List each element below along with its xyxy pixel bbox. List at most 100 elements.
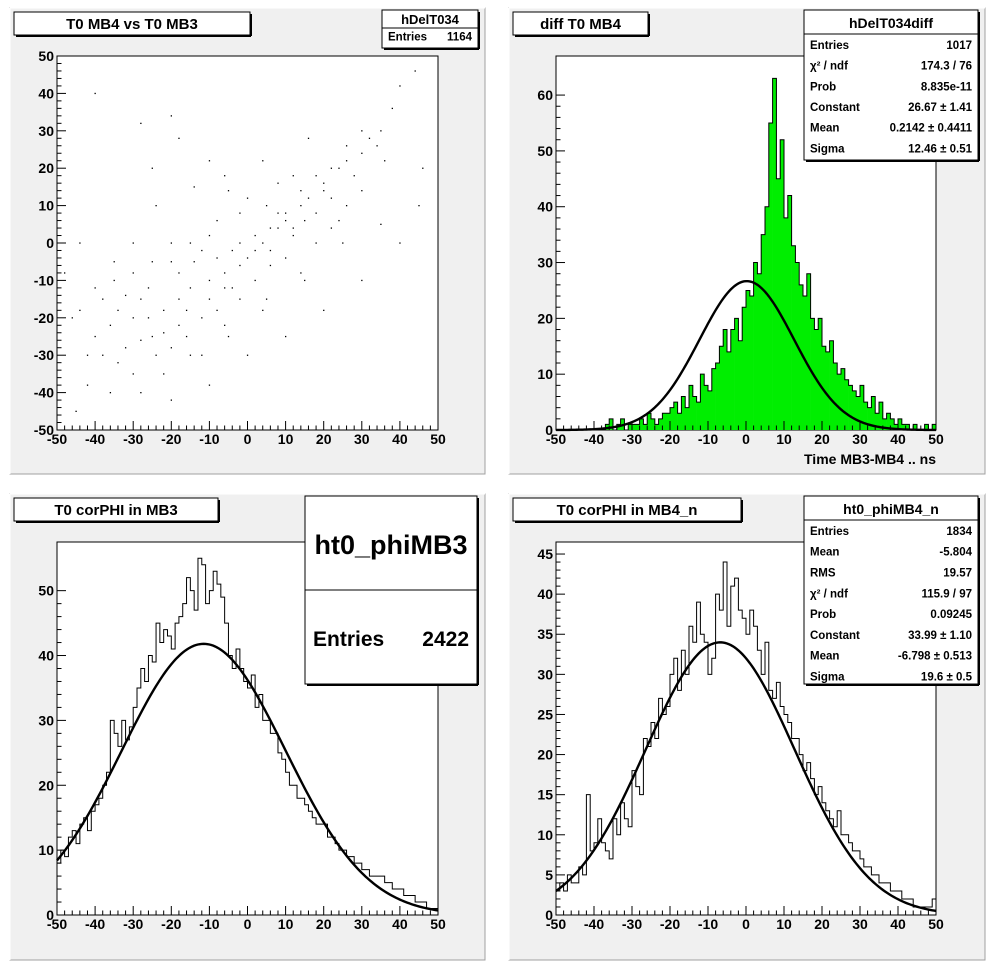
x-tick-label: 40 [392, 916, 408, 932]
scatter-point [254, 249, 256, 252]
stats-value: -6.798 ± 0.513 [898, 651, 972, 663]
scatter-point [170, 261, 172, 263]
histogram-bar [841, 368, 846, 430]
histogram-bar [662, 413, 667, 430]
stats-label: RMS [810, 568, 836, 580]
scatter-point [140, 298, 142, 300]
stats-box: ht0_phiMB4_n Entries 1834 Mean -5.804 RMS 19.5… [803, 495, 980, 686]
x-tick-label: 20 [814, 431, 830, 447]
stats-value: 115.9 / 97 [921, 588, 972, 600]
scatter-point [151, 167, 153, 169]
histogram-bar [898, 418, 903, 430]
x-tick-label: -40 [85, 431, 105, 447]
scatter-point [262, 242, 264, 244]
histogram-bar [738, 340, 743, 430]
scatter-point [201, 249, 203, 252]
histogram-bar [901, 424, 906, 430]
scatter-point [323, 182, 325, 184]
x-tick-label: 20 [316, 431, 332, 447]
scatter-point [124, 347, 127, 349]
scatter-point [285, 257, 287, 259]
chart-title: T0 corPHI in MB4_n [557, 502, 698, 519]
gaussian-fit-curve [555, 641, 937, 913]
x-tick-label: 50 [928, 916, 944, 932]
y-tick-label: 0 [545, 907, 553, 923]
scatter-point [147, 287, 150, 289]
scatter-point [86, 384, 89, 386]
histogram-bar [848, 385, 853, 430]
y-tick-label: -50 [34, 422, 54, 438]
scatter-point [307, 137, 310, 139]
histogram-bar [863, 402, 868, 430]
y-tick-label: 40 [537, 199, 553, 215]
y-tick-label: 10 [38, 198, 54, 214]
scatter-point [239, 298, 241, 300]
scatter-point [140, 392, 142, 394]
scatter-point [178, 298, 180, 300]
scatter-point [300, 205, 302, 207]
scatter-point [277, 227, 279, 229]
histogram-bar [753, 262, 758, 430]
scatter-point [224, 272, 226, 274]
x-tick-label: -30 [622, 431, 642, 447]
histogram-bar [879, 402, 884, 430]
histogram-bar [723, 329, 728, 430]
scatter-point [315, 242, 317, 244]
y-tick-label: -20 [34, 310, 54, 326]
scatter-point [246, 197, 249, 199]
histogram-bar [844, 379, 849, 430]
scatter-point [269, 227, 272, 229]
histogram-bar [730, 329, 735, 430]
stats-value: 174.3 / 76 [921, 61, 972, 73]
scatter-point [151, 335, 153, 338]
stats-value: 0.2142 ± 0.4411 [890, 123, 973, 135]
x-tick-label: 50 [430, 916, 446, 932]
y-tick-label: -40 [34, 385, 54, 401]
histogram-bar [787, 195, 792, 430]
scatter-point [94, 92, 96, 95]
stats-label: Entries [388, 32, 427, 44]
scatter-point [102, 298, 104, 300]
histogram-outline [555, 561, 937, 915]
histogram-bar [692, 396, 697, 430]
scatter-point [170, 242, 172, 244]
histogram-bar [924, 424, 929, 430]
stats-value: -5.804 [939, 547, 972, 559]
histogram-bar [822, 346, 827, 430]
scatter-point [330, 197, 333, 199]
histogram-bar [890, 418, 895, 430]
histogram-bar [715, 363, 720, 430]
x-tick-label: 40 [890, 431, 906, 447]
histogram-bar [639, 418, 644, 430]
x-tick-label: 50 [430, 431, 446, 447]
gaussian-fit-curve [56, 642, 439, 912]
scatter-point [292, 227, 294, 229]
scatter-point [185, 309, 188, 312]
scatter-point [239, 212, 241, 214]
scatter-point [269, 249, 272, 252]
scatter-point [254, 279, 256, 282]
scatter-point [178, 137, 180, 139]
scatter-point [246, 354, 249, 356]
scatter-point [345, 160, 348, 162]
scatter-point [151, 261, 153, 263]
x-tick-label: -40 [584, 916, 604, 932]
histogram-bar [643, 424, 648, 430]
histogram-bar [776, 178, 781, 430]
histogram-bar [867, 407, 872, 430]
x-tick-label: 0 [244, 916, 252, 932]
x-tick-label: -50 [47, 916, 67, 932]
scatter-point [399, 85, 401, 87]
scatter-point [361, 190, 363, 192]
histogram-bar [654, 424, 659, 430]
histogram-bar [689, 385, 694, 430]
scatter-point [71, 317, 73, 319]
y-tick-label: 20 [38, 160, 54, 176]
histogram-bar [833, 363, 838, 430]
stats-value: 12.46 ± 0.51 [908, 143, 972, 155]
scatter-point [132, 317, 134, 319]
histogram-bar [749, 296, 754, 430]
scatter-point [208, 384, 211, 386]
y-tick-label: 25 [537, 706, 553, 722]
